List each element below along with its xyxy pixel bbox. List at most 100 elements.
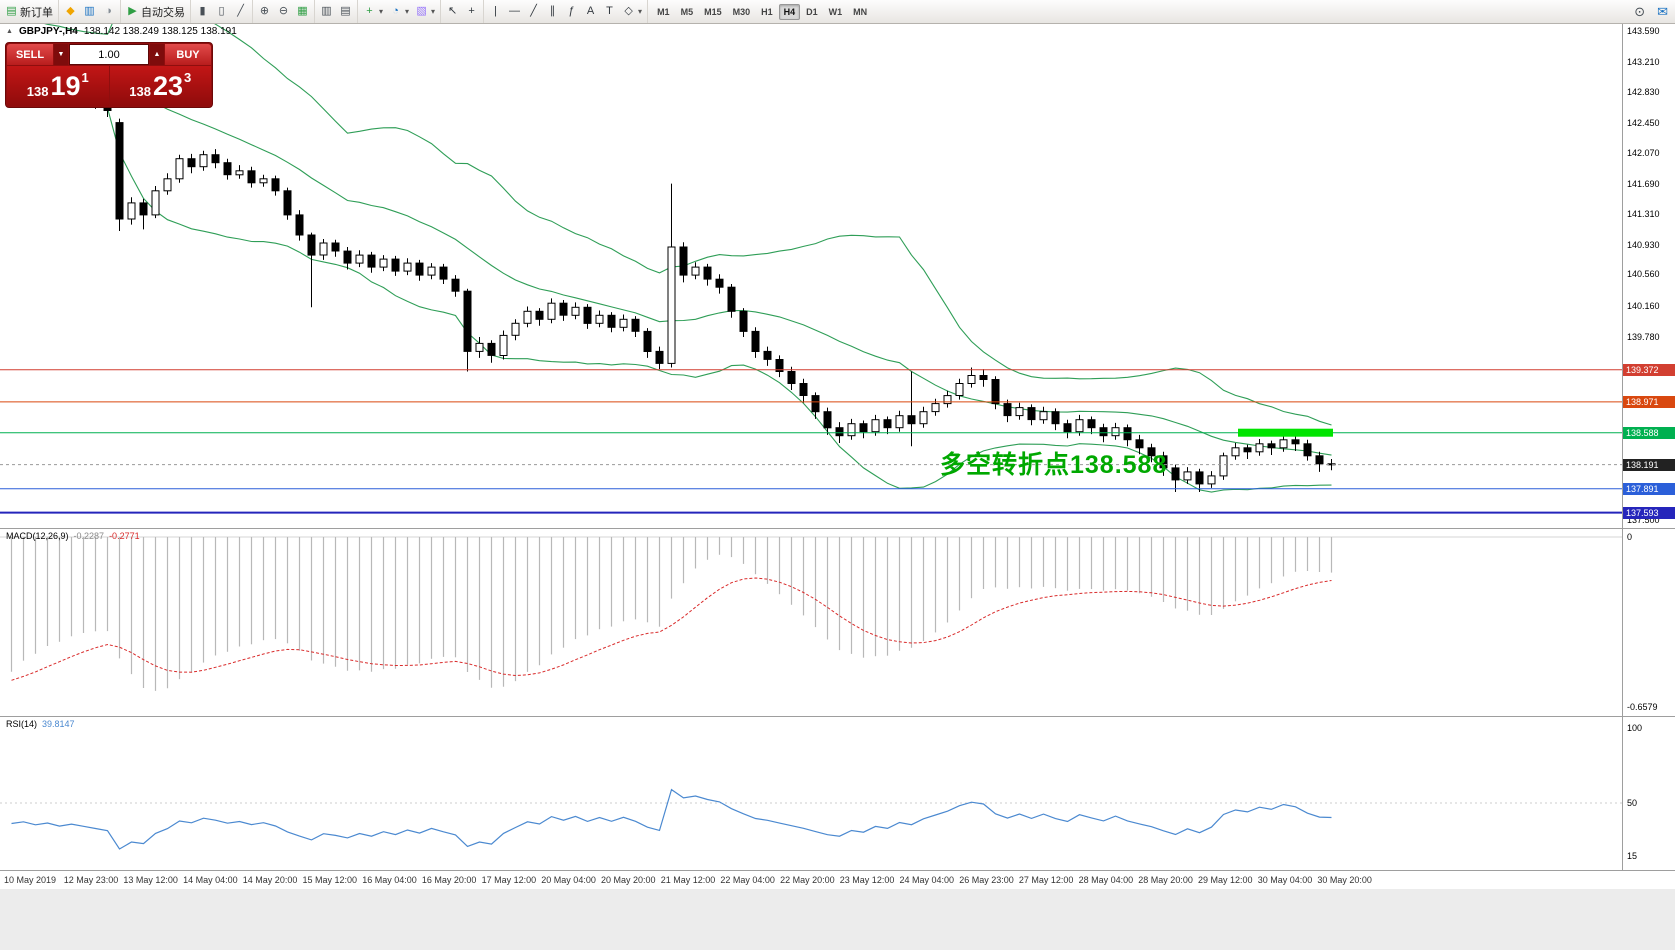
time-axis-label: 30 May 20:00 (1317, 875, 1372, 885)
arrange-horizontal-icon: ▤ (340, 5, 351, 17)
objects-group: | — ╱ ∥ ƒ A T ◇ ▾ (484, 0, 649, 23)
sell-price-display[interactable]: 138 19 1 (7, 66, 109, 106)
cursor-icon[interactable]: ↖ (443, 5, 462, 18)
sell-button[interactable]: SELL (7, 44, 53, 65)
buy-price-pips: 23 (152, 71, 183, 101)
price-axis-label: 140.560 (1627, 269, 1660, 280)
time-axis-label: 17 May 12:00 (481, 875, 537, 885)
label-icon[interactable]: T (600, 5, 619, 18)
line-chart-icon: ╱ (237, 5, 244, 17)
timeframe-mn-button[interactable]: MN (853, 6, 868, 17)
timeframe-h1-button[interactable]: H1 (761, 6, 773, 17)
pivot-annotation-text[interactable]: 多空转折点138.588 (940, 451, 1168, 479)
trendline-icon[interactable]: ╱ (524, 5, 543, 18)
templates-icon: ▧ (416, 5, 427, 17)
price-axis[interactable]: 143.590 143.210 142.830 142.450 142.070 141.6… (1622, 23, 1675, 888)
channel-icon[interactable]: ∥ (543, 5, 562, 18)
bar-chart-icon[interactable]: ▮ (193, 5, 212, 18)
candlestick-chart-icon: ▯ (218, 5, 225, 17)
fibonacci-icon: ƒ (568, 5, 575, 17)
bar-chart-icon: ▮ (199, 5, 206, 17)
pane-separator[interactable] (0, 528, 1675, 529)
shapes-button[interactable]: ◇ ▾ (619, 5, 645, 18)
macd-min-label: -0.6579 (1627, 702, 1658, 712)
time-axis-label: 24 May 04:00 (899, 875, 955, 885)
buy-button[interactable]: BUY (165, 44, 211, 65)
timeframe-h4-button[interactable]: H4 (778, 3, 801, 20)
trade-group: ▤ 新订单 (0, 0, 59, 23)
pane-separator[interactable] (0, 716, 1675, 717)
new-order-icon: ▤ (6, 5, 17, 17)
auto-trading-button[interactable]: ▶ 自动交易 (123, 3, 188, 21)
indicators-icon: + (366, 5, 373, 17)
macd-pane[interactable] (0, 528, 1622, 716)
data-window-icon: ◑ (105, 5, 112, 17)
time-axis[interactable]: 10 May 2019 12 May 23:00 13 May 12:00 14 Ma… (0, 870, 1675, 889)
text-icon[interactable]: A (581, 5, 600, 18)
dropdown-arrow-icon[interactable]: ▾ (638, 7, 643, 16)
time-axis-label: 23 May 12:00 (839, 875, 895, 885)
indicators-button[interactable]: + ▾ (360, 5, 386, 18)
price-axis-label: 141.310 (1627, 209, 1660, 220)
line-chart-icon[interactable]: ╱ (231, 5, 250, 18)
label-icon: T (606, 5, 613, 17)
timeframe-m30-button[interactable]: M30 (732, 6, 751, 17)
zoom-in-icon[interactable]: ⊕ (255, 5, 274, 18)
fibonacci-icon[interactable]: ƒ (562, 5, 581, 18)
macd-name: MACD(12,26,9) (6, 531, 69, 541)
timeframe-w1-button[interactable]: W1 (828, 6, 843, 17)
time-axis-label: 12 May 23:00 (63, 875, 119, 885)
time-axis-label: 27 May 12:00 (1018, 875, 1074, 885)
price-axis-label: 142.450 (1627, 117, 1660, 128)
candlestick-chart-icon[interactable]: ▯ (212, 5, 231, 18)
timeframe-m15-button[interactable]: M15 (704, 6, 722, 17)
arrange-group: ▥ ▤ (315, 0, 358, 23)
arrange-vertical-icon[interactable]: ▥ (317, 5, 336, 18)
vertical-line-icon[interactable]: | (486, 5, 505, 18)
rsi-value: 39.8147 (42, 719, 75, 729)
symbol-period-label: GBPJPY-,H4 (18, 26, 78, 37)
search-icon[interactable]: ⊙ (1634, 3, 1646, 19)
timeframe-m5-button[interactable]: M5 (680, 6, 694, 17)
arrange-vertical-icon: ▥ (321, 5, 332, 17)
dropdown-arrow-icon[interactable]: ▾ (431, 7, 436, 16)
periods-button[interactable]: ◔ ▾ (386, 5, 412, 18)
time-axis-label: 15 May 12:00 (302, 875, 358, 885)
dropdown-arrow-icon[interactable]: ▾ (379, 7, 384, 16)
toolbar-right: ⊙ ✉ (1631, 0, 1671, 23)
quote-row: ▲ GBPJPY-,H4 138.142 138.249 138.125 138… (6, 26, 237, 37)
main-chart-canvas[interactable] (0, 23, 1622, 528)
tile-windows-icon[interactable]: ▦ (293, 5, 312, 18)
dropdown-arrow-icon[interactable]: ▾ (405, 7, 410, 16)
buy-price-display[interactable]: 138 23 3 (109, 66, 211, 106)
volume-increase-button[interactable]: ▲ (150, 44, 164, 65)
macd-label: MACD(12,26,9) -0.2287 -0.2771 (6, 531, 140, 541)
cursor-icon: ↖ (447, 5, 458, 17)
timeframe-m1-button[interactable]: M1 (657, 6, 670, 17)
price-tag: 137.891 (1623, 482, 1675, 495)
timeframe-d1-button[interactable]: D1 (806, 6, 818, 17)
arrange-horizontal-icon[interactable]: ▤ (336, 5, 355, 18)
time-axis-label: 13 May 12:00 (123, 875, 178, 885)
templates-button[interactable]: ▧ ▾ (412, 5, 438, 18)
buy-price-big: 138 (129, 84, 151, 99)
volume-decrease-button[interactable]: ▼ (54, 44, 68, 65)
navigator-icon[interactable]: ◆ (61, 5, 80, 18)
time-axis-label: 22 May 20:00 (780, 875, 835, 885)
chat-icon[interactable]: ✉ (1657, 3, 1668, 19)
collapse-arrow-icon[interactable]: ▲ (6, 28, 13, 35)
horizontal-line-icon[interactable]: — (505, 5, 524, 18)
crosshair-icon[interactable]: + (462, 5, 481, 18)
data-window-icon[interactable]: ◑ (99, 5, 118, 18)
time-axis-label: 28 May 20:00 (1138, 875, 1193, 885)
trendline-icon: ╱ (530, 5, 537, 17)
text-icon: A (586, 5, 595, 17)
price-axis-label: 143.590 (1627, 26, 1660, 37)
market-watch-icon[interactable]: ▥ (80, 5, 99, 18)
rsi-pane[interactable] (0, 716, 1622, 870)
price-axis-label: 143.210 (1627, 56, 1660, 67)
price-axis-label: 137.500 (1627, 515, 1660, 526)
volume-input[interactable] (69, 44, 149, 65)
new-order-button[interactable]: ▤ 新订单 (2, 3, 56, 21)
zoom-out-icon[interactable]: ⊖ (274, 5, 293, 18)
